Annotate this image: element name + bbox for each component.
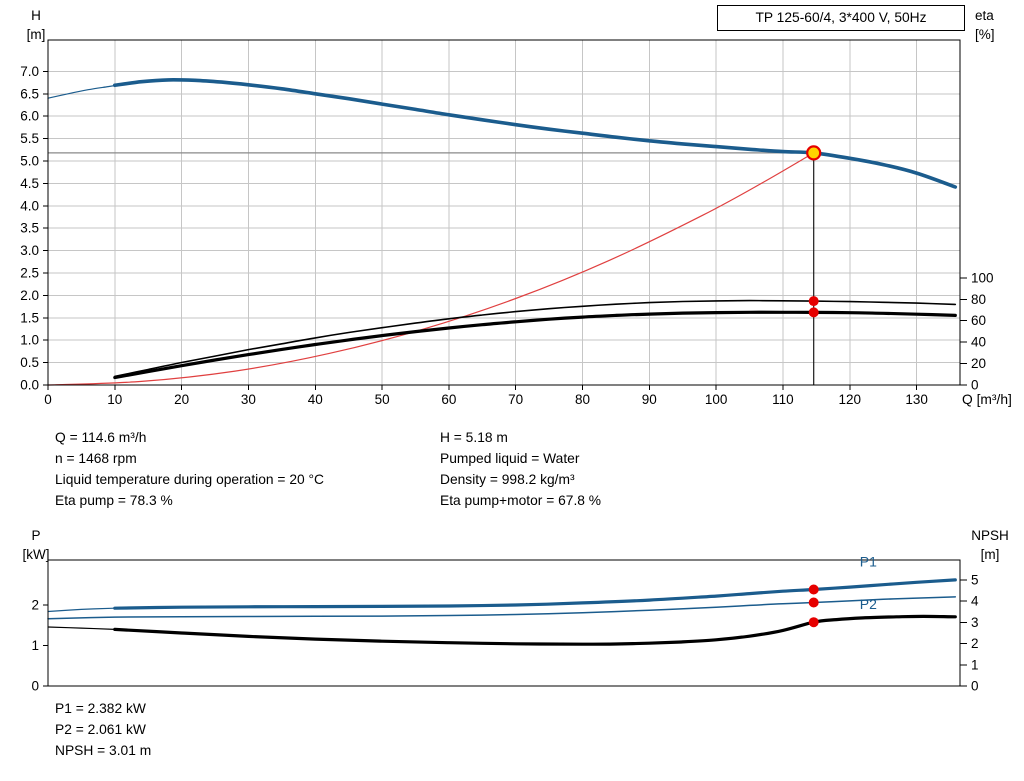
y-left-tick-label: 3.0 bbox=[20, 243, 39, 258]
y-left-tick-label: 1.5 bbox=[20, 310, 39, 325]
head-axis-header: H [m] bbox=[14, 6, 58, 44]
x-tick-label: 50 bbox=[375, 392, 390, 407]
y-right-tick-label: 1 bbox=[971, 657, 979, 672]
eta-pump-marker[interactable] bbox=[808, 296, 819, 307]
info-head: H = 5.18 m bbox=[440, 430, 508, 445]
y-right-tick-label: 60 bbox=[971, 313, 986, 328]
duty-info-right-column: H = 5.18 m Pumped liquid = Water Density… bbox=[440, 427, 601, 511]
duty-info-left-column: Q = 114.6 m³/h n = 1468 rpm Liquid tempe… bbox=[55, 427, 324, 511]
p2-curve bbox=[47, 596, 957, 620]
npsh-axis-symbol: NPSH bbox=[971, 528, 1009, 543]
y-right-tick-label: 80 bbox=[971, 292, 986, 307]
power-chart: 0 1 2 0 1 2 3 4 5 P1 P2 bbox=[31, 554, 979, 694]
y-right-tick-label: 100 bbox=[971, 270, 994, 285]
y-left-tick-label: 2.0 bbox=[20, 288, 39, 303]
eta-axis-header: eta [%] bbox=[975, 6, 1021, 44]
y-left-tick-label: 3.5 bbox=[20, 221, 39, 236]
y-left-tick-label: 1.0 bbox=[20, 333, 39, 348]
x-tick-label: 120 bbox=[839, 392, 862, 407]
info-npsh: NPSH = 3.01 m bbox=[55, 743, 152, 758]
info-eta-pump: Eta pump = 78.3 % bbox=[55, 493, 173, 508]
x-tick-label: 110 bbox=[772, 392, 794, 407]
series-label-p2: P2 bbox=[860, 596, 877, 612]
y-right-tick-label: 0 bbox=[971, 378, 979, 393]
plot-border bbox=[47, 559, 961, 687]
eta-pump-motor-marker[interactable] bbox=[808, 307, 819, 318]
x-tick-label: 10 bbox=[107, 392, 122, 407]
x-tick-label: 30 bbox=[241, 392, 256, 407]
head-curve bbox=[113, 78, 958, 189]
x-tick-label: 70 bbox=[508, 392, 523, 407]
p1-marker[interactable] bbox=[808, 584, 819, 595]
x-tick-label: 100 bbox=[705, 392, 728, 407]
power-axis-unit: [kW] bbox=[22, 547, 50, 562]
flow-axis-title: Q [m³/h] bbox=[962, 392, 1012, 407]
series-label-p1: P1 bbox=[860, 554, 877, 570]
info-density: Density = 998.2 kg/m³ bbox=[440, 472, 575, 487]
pump-title-box: TP 125-60/4, 3*400 V, 50Hz bbox=[717, 5, 965, 31]
eta-axis-symbol: eta bbox=[975, 8, 994, 23]
info-speed: n = 1468 rpm bbox=[55, 451, 137, 466]
y-left-tick-label: 5.0 bbox=[20, 154, 39, 169]
power-info-column: P1 = 2.382 kW P2 = 2.061 kW NPSH = 3.01 … bbox=[55, 698, 151, 761]
y-right-tick-label: 4 bbox=[971, 594, 979, 609]
p2-marker[interactable] bbox=[808, 597, 819, 608]
npsh-marker[interactable] bbox=[808, 617, 819, 628]
y-left-tick-label: 2.5 bbox=[20, 266, 39, 281]
x-tick-label: 40 bbox=[308, 392, 323, 407]
p1-curve bbox=[113, 578, 957, 610]
y-left-tick-label: 0.5 bbox=[20, 355, 39, 370]
head-chart: 0 10 20 30 40 50 60 70 80 90 100 110 120 130 0.0 0.5 1.0… bbox=[20, 39, 994, 407]
y-right-tick-label: 20 bbox=[971, 356, 986, 371]
head-axis-symbol: H bbox=[31, 8, 41, 23]
info-pumped-liquid: Pumped liquid = Water bbox=[440, 451, 580, 466]
x-tick-label: 0 bbox=[44, 392, 52, 407]
info-eta-pump-motor: Eta pump+motor = 67.8 % bbox=[440, 493, 602, 508]
y-right-tick-label: 2 bbox=[971, 636, 979, 651]
npsh-axis-unit: [m] bbox=[980, 547, 1000, 562]
x-tick-label: 90 bbox=[642, 392, 657, 407]
npsh-axis-header: NPSH [m] bbox=[966, 526, 1014, 564]
y-left-tick-label: 4.5 bbox=[20, 176, 39, 191]
eta-pump-motor-curve bbox=[113, 310, 957, 380]
y-left-tick-label: 2 bbox=[31, 598, 39, 613]
y-left-tick-label: 7.0 bbox=[20, 64, 39, 79]
y-left-tick-label: 6.5 bbox=[20, 86, 39, 101]
info-liquid-temperature: Liquid temperature during operation = 20… bbox=[55, 472, 324, 487]
power-axis-symbol: P bbox=[31, 528, 41, 543]
x-tick-label: 80 bbox=[575, 392, 590, 407]
eta-axis-unit: [%] bbox=[975, 27, 995, 42]
power-axis-header: P [kW] bbox=[14, 526, 58, 564]
info-p2: P2 = 2.061 kW bbox=[55, 722, 146, 737]
y-left-tick-label: 5.5 bbox=[20, 131, 39, 146]
info-flow: Q = 114.6 m³/h bbox=[55, 430, 147, 445]
system-curve bbox=[47, 152, 815, 386]
npsh-curve-lead bbox=[47, 626, 116, 630]
y-left-tick-label: 6.0 bbox=[20, 109, 39, 124]
y-right-tick-label: 40 bbox=[971, 335, 986, 350]
x-tick-label: 60 bbox=[441, 392, 456, 407]
head-axis-unit: [m] bbox=[26, 27, 46, 42]
npsh-curve bbox=[113, 614, 957, 646]
y-left-tick-label: 4.0 bbox=[20, 198, 39, 213]
info-p1: P1 = 2.382 kW bbox=[55, 701, 146, 716]
y-left-tick-label: 0 bbox=[31, 679, 39, 694]
y-left-tick-label: 0.0 bbox=[20, 378, 39, 393]
y-right-tick-label: 0 bbox=[971, 679, 979, 694]
x-tick-label: 130 bbox=[905, 392, 928, 407]
x-tick-label: 20 bbox=[174, 392, 189, 407]
y-left-tick-label: 1 bbox=[31, 638, 39, 653]
p1-curve-lead bbox=[47, 607, 116, 613]
y-right-tick-label: 3 bbox=[971, 615, 979, 630]
plot-border bbox=[47, 39, 961, 386]
duty-point-marker[interactable] bbox=[806, 145, 822, 161]
y-right-tick-label: 5 bbox=[971, 572, 979, 587]
